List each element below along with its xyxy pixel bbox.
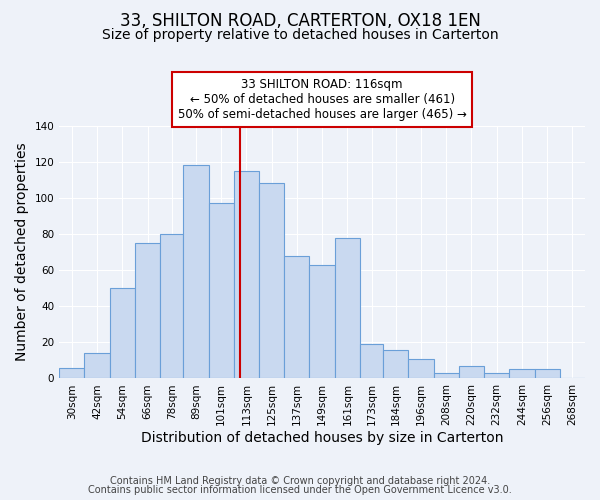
Bar bbox=[160, 234, 183, 378]
Bar bbox=[459, 366, 484, 378]
Bar bbox=[85, 353, 110, 378]
Bar bbox=[234, 171, 259, 378]
Bar bbox=[335, 238, 360, 378]
Bar bbox=[59, 368, 85, 378]
Bar bbox=[409, 358, 434, 378]
X-axis label: Distribution of detached houses by size in Carterton: Distribution of detached houses by size … bbox=[141, 431, 503, 445]
Bar bbox=[434, 373, 459, 378]
Bar bbox=[110, 288, 135, 378]
Bar bbox=[183, 166, 209, 378]
Bar bbox=[484, 373, 509, 378]
Text: Size of property relative to detached houses in Carterton: Size of property relative to detached ho… bbox=[101, 28, 499, 42]
Bar bbox=[360, 344, 383, 378]
Bar bbox=[509, 370, 535, 378]
Bar bbox=[284, 256, 310, 378]
Bar bbox=[535, 370, 560, 378]
Text: Contains public sector information licensed under the Open Government Licence v3: Contains public sector information licen… bbox=[88, 485, 512, 495]
Bar bbox=[383, 350, 409, 378]
Y-axis label: Number of detached properties: Number of detached properties bbox=[15, 143, 29, 362]
Text: 33, SHILTON ROAD, CARTERTON, OX18 1EN: 33, SHILTON ROAD, CARTERTON, OX18 1EN bbox=[119, 12, 481, 30]
Text: 33 SHILTON ROAD: 116sqm
← 50% of detached houses are smaller (461)
50% of semi-d: 33 SHILTON ROAD: 116sqm ← 50% of detache… bbox=[178, 78, 467, 120]
Bar bbox=[259, 184, 284, 378]
Text: Contains HM Land Registry data © Crown copyright and database right 2024.: Contains HM Land Registry data © Crown c… bbox=[110, 476, 490, 486]
Bar bbox=[209, 204, 234, 378]
Bar bbox=[135, 243, 160, 378]
Bar bbox=[310, 264, 335, 378]
